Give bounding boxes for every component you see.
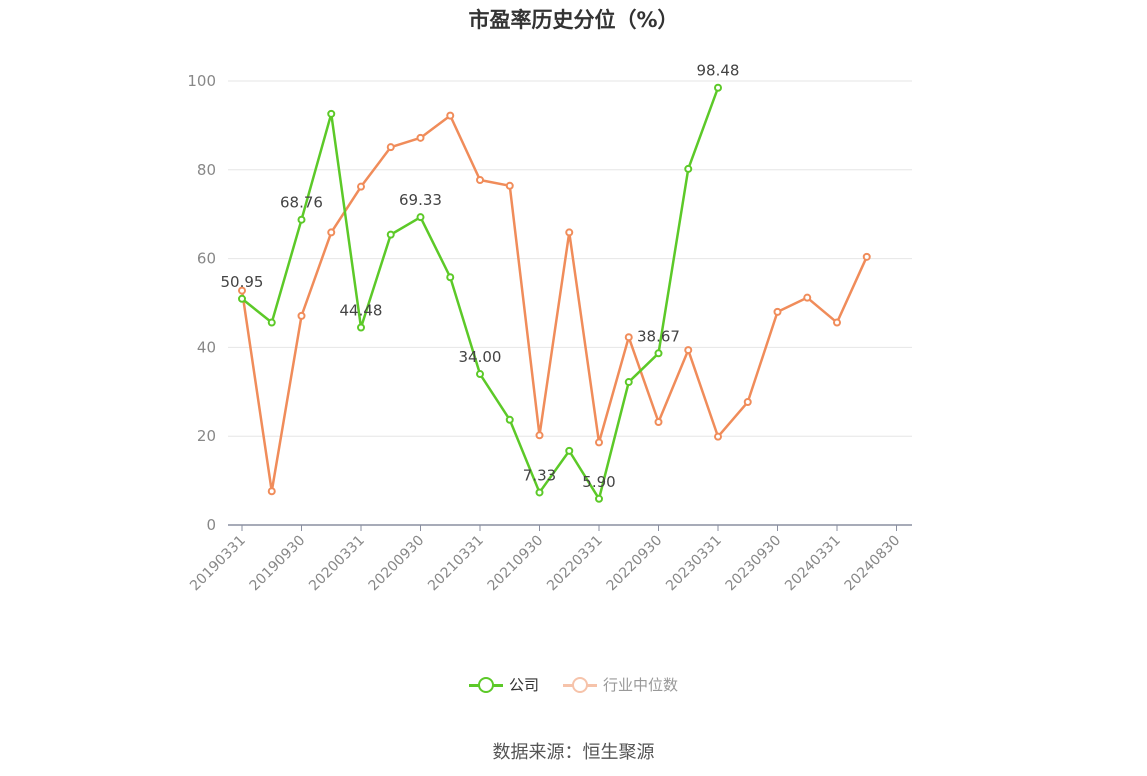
legend-item-industry-median[interactable]: 行业中位数 xyxy=(563,674,678,695)
y-tick-label: 40 xyxy=(197,338,216,356)
series-lines xyxy=(238,83,871,503)
data-point xyxy=(714,83,722,92)
data-point xyxy=(476,176,484,185)
x-tick-label: 20200331 xyxy=(306,533,368,595)
data-point xyxy=(327,109,336,118)
legend: 公司 行业中位数 xyxy=(0,674,1147,695)
data-point xyxy=(684,164,693,173)
data-point xyxy=(267,318,276,327)
data-point xyxy=(297,311,306,320)
legend-item-company[interactable]: 公司 xyxy=(468,674,539,695)
x-tick-label: 20240331 xyxy=(782,533,844,595)
data-point xyxy=(446,111,455,120)
chart-title: 市盈率历史分位（%） xyxy=(468,8,679,32)
data-point xyxy=(714,432,722,441)
x-tick-label: 20220331 xyxy=(544,533,606,595)
x-tick-label: 20240830 xyxy=(842,533,904,595)
data-point xyxy=(535,488,544,497)
data-point xyxy=(862,252,871,261)
data-label: 44.48 xyxy=(340,302,383,320)
data-label: 98.48 xyxy=(697,62,740,80)
data-labels: 50.95 68.76 44.48 69.33 34.00 7.33 5.90 38.67 98… xyxy=(221,62,740,491)
data-point xyxy=(505,181,514,190)
data-point xyxy=(416,133,425,142)
data-point xyxy=(535,431,544,440)
grid-lines xyxy=(228,80,912,437)
data-point xyxy=(386,230,395,239)
data-point xyxy=(267,487,276,496)
legend-label-company: 公司 xyxy=(508,676,539,694)
data-point xyxy=(803,293,812,302)
data-point xyxy=(446,273,455,282)
x-tick-label: 20210331 xyxy=(425,533,487,595)
y-tick-label: 100 xyxy=(187,72,216,90)
source-note: 数据来源：恒生聚源 xyxy=(492,742,655,763)
data-point xyxy=(684,346,693,355)
y-tick-label: 20 xyxy=(197,427,216,445)
legend-label-industry: 行业中位数 xyxy=(603,676,679,694)
data-point xyxy=(833,318,841,327)
data-point xyxy=(565,446,574,455)
data-point xyxy=(624,378,633,387)
x-tick-label: 20220930 xyxy=(604,533,666,595)
series-line xyxy=(240,114,868,493)
data-point xyxy=(505,415,514,424)
y-tick-label: 60 xyxy=(197,250,216,268)
data-point xyxy=(624,333,633,342)
legend-marker-company-icon xyxy=(477,676,494,693)
data-label: 38.67 xyxy=(637,327,680,345)
data-point xyxy=(654,417,663,426)
y-tick-label: 0 xyxy=(206,516,216,534)
data-label: 50.95 xyxy=(221,273,264,291)
data-point xyxy=(386,143,395,152)
legend-swatch-industry xyxy=(563,675,597,695)
series-line xyxy=(241,87,720,501)
axes: 0 20 40 60 80 100 2019033120190930202003312020… xyxy=(187,72,912,594)
data-label: 68.76 xyxy=(280,194,323,212)
data-point xyxy=(357,323,365,332)
x-tick-label: 20230331 xyxy=(663,533,725,595)
data-point xyxy=(297,215,306,224)
data-point xyxy=(595,438,603,447)
data-label: 7.33 xyxy=(523,466,556,484)
legend-swatch-company xyxy=(468,675,503,695)
legend-marker-industry-icon xyxy=(572,676,588,693)
y-tick-label: 80 xyxy=(197,161,216,179)
x-tick-label: 20190930 xyxy=(247,533,309,595)
data-label: 34.00 xyxy=(459,348,502,366)
data-point xyxy=(357,182,365,191)
data-label: 5.90 xyxy=(582,473,615,491)
data-point xyxy=(416,213,425,222)
data-point xyxy=(773,307,782,316)
data-point xyxy=(743,398,752,407)
x-tick-label: 20210930 xyxy=(485,533,547,595)
x-tick-label: 20230930 xyxy=(723,533,785,595)
data-point xyxy=(595,494,603,503)
data-point xyxy=(565,228,574,237)
x-tick-label: 20200930 xyxy=(366,533,428,595)
data-point xyxy=(238,294,246,303)
data-point xyxy=(238,286,246,295)
x-tick-label: 20190331 xyxy=(187,533,249,595)
data-point xyxy=(654,349,663,358)
data-point xyxy=(327,228,336,237)
data-label: 69.33 xyxy=(399,191,442,209)
data-point xyxy=(476,370,484,379)
